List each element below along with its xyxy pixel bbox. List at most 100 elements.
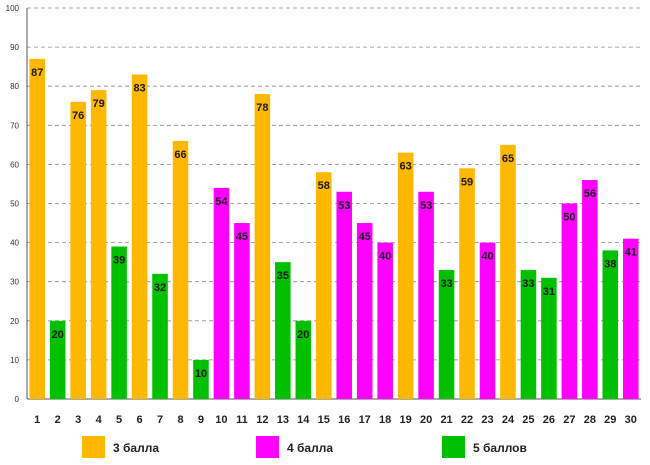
- y-tick-label: 20: [10, 317, 19, 326]
- bar-value-label: 31: [543, 286, 555, 298]
- bar: [622, 238, 639, 399]
- x-tick-label: 13: [277, 414, 289, 426]
- x-tick-label: 3: [75, 414, 81, 426]
- bar: [561, 203, 578, 399]
- bar: [234, 223, 250, 399]
- y-tick-labels: 0 10 20 30 40 50 60 70 80 90 100: [6, 4, 20, 404]
- bar-value-label: 20: [297, 329, 309, 341]
- bar-value-label: 54: [215, 196, 228, 208]
- y-tick-label: 100: [6, 4, 20, 13]
- bar: [520, 269, 537, 399]
- bar-value-label: 38: [604, 258, 616, 270]
- bar: [90, 90, 107, 400]
- bar-value-label: 59: [461, 176, 473, 188]
- x-tick-label: 16: [338, 414, 350, 426]
- bar-value-label: 58: [318, 180, 330, 192]
- x-tick-label: 23: [481, 414, 493, 426]
- x-tick-label: 18: [379, 414, 391, 426]
- x-tick-label: 25: [522, 414, 534, 426]
- bar: [193, 359, 209, 399]
- x-tick-label: 1: [34, 414, 40, 426]
- x-tick-label: 6: [137, 414, 143, 426]
- bar-value-label: 63: [400, 161, 412, 173]
- x-tick-label: 20: [420, 414, 432, 426]
- bar: [295, 320, 312, 399]
- x-tick-label: 2: [55, 414, 61, 426]
- bar: [356, 223, 373, 399]
- bar-value-label: 53: [420, 200, 432, 212]
- bar: [336, 191, 353, 399]
- y-tick-label: 30: [10, 278, 19, 287]
- x-tick-label: 12: [256, 414, 268, 426]
- bar-value-label: 20: [52, 329, 64, 341]
- y-tick-label: 0: [15, 395, 20, 404]
- x-tick-label: 22: [461, 414, 473, 426]
- x-tick-label: 24: [502, 414, 515, 426]
- y-tick-label: 10: [10, 356, 19, 365]
- bar: [582, 180, 598, 399]
- x-tick-label: 15: [318, 414, 330, 426]
- y-tick-label: 90: [10, 43, 19, 52]
- y-tick-label: 80: [10, 82, 19, 91]
- gridlines: [27, 7, 641, 361]
- bars: [29, 58, 639, 400]
- bar: [315, 172, 332, 399]
- bar: [602, 250, 619, 399]
- bar-value-label: 33: [440, 278, 452, 290]
- legend: 3 балла 4 балла 5 баллов: [82, 436, 527, 458]
- bar-value-label: 41: [625, 247, 637, 259]
- bar: [29, 58, 46, 400]
- legend-label: 5 баллов: [473, 441, 527, 455]
- bar-value-label: 79: [93, 98, 105, 110]
- x-tick-label: 30: [625, 414, 637, 426]
- bar: [49, 320, 66, 399]
- legend-label: 3 балла: [113, 441, 159, 455]
- x-tick-label: 21: [440, 414, 452, 426]
- bar-value-label: 45: [359, 231, 371, 243]
- bar: [152, 273, 168, 399]
- bar-value-label: 33: [522, 278, 534, 290]
- bar-value-label: 65: [502, 153, 514, 165]
- legend-swatch: [442, 436, 465, 458]
- x-tick-labels: 1 2 3 4 5 6 7 8 9 10 11 12 13 14 15 16 17 18 19 20 21 22 23 24 2…: [34, 414, 637, 426]
- x-tick-label: 11: [236, 414, 248, 426]
- bar-value-label: 45: [236, 231, 248, 243]
- x-tick-label: 26: [543, 414, 555, 426]
- x-tick-label: 27: [563, 414, 575, 426]
- bar-value-label: 32: [154, 282, 166, 294]
- bar-value-label: 76: [72, 110, 84, 122]
- x-tick-label: 10: [215, 414, 227, 426]
- x-tick-label: 14: [297, 414, 310, 426]
- y-tick-label: 70: [10, 121, 19, 130]
- legend-swatch: [82, 436, 105, 458]
- bar: [500, 144, 516, 399]
- y-tick-label: 40: [10, 239, 19, 248]
- bar-value-label: 56: [584, 188, 596, 200]
- bar-value-label: 40: [379, 251, 391, 263]
- bar: [254, 94, 271, 400]
- y-tick-label: 60: [10, 160, 19, 169]
- bar-value-label: 87: [31, 67, 43, 79]
- bar-value-label: 66: [174, 149, 186, 161]
- y-tick-label: 50: [10, 200, 19, 209]
- bar-value-label: 39: [113, 255, 125, 267]
- axes: [26, 8, 641, 400]
- bar: [397, 152, 414, 399]
- bar-value-label: 50: [563, 212, 575, 224]
- bar-value-label: 10: [195, 368, 207, 380]
- bar-value-label: 35: [277, 270, 289, 282]
- bar-value-label: 78: [256, 102, 268, 114]
- bar: [275, 262, 291, 399]
- bar: [541, 277, 557, 399]
- bar-value-label: 40: [481, 251, 493, 263]
- x-tick-label: 4: [96, 414, 103, 426]
- legend-label: 4 балла: [287, 441, 333, 455]
- x-tick-label: 28: [584, 414, 596, 426]
- bar: [172, 140, 189, 399]
- bar: [131, 74, 148, 399]
- x-tick-label: 29: [604, 414, 616, 426]
- x-tick-label: 19: [400, 414, 412, 426]
- bar: [111, 246, 127, 399]
- x-tick-label: 8: [177, 414, 183, 426]
- x-tick-label: 7: [157, 414, 163, 426]
